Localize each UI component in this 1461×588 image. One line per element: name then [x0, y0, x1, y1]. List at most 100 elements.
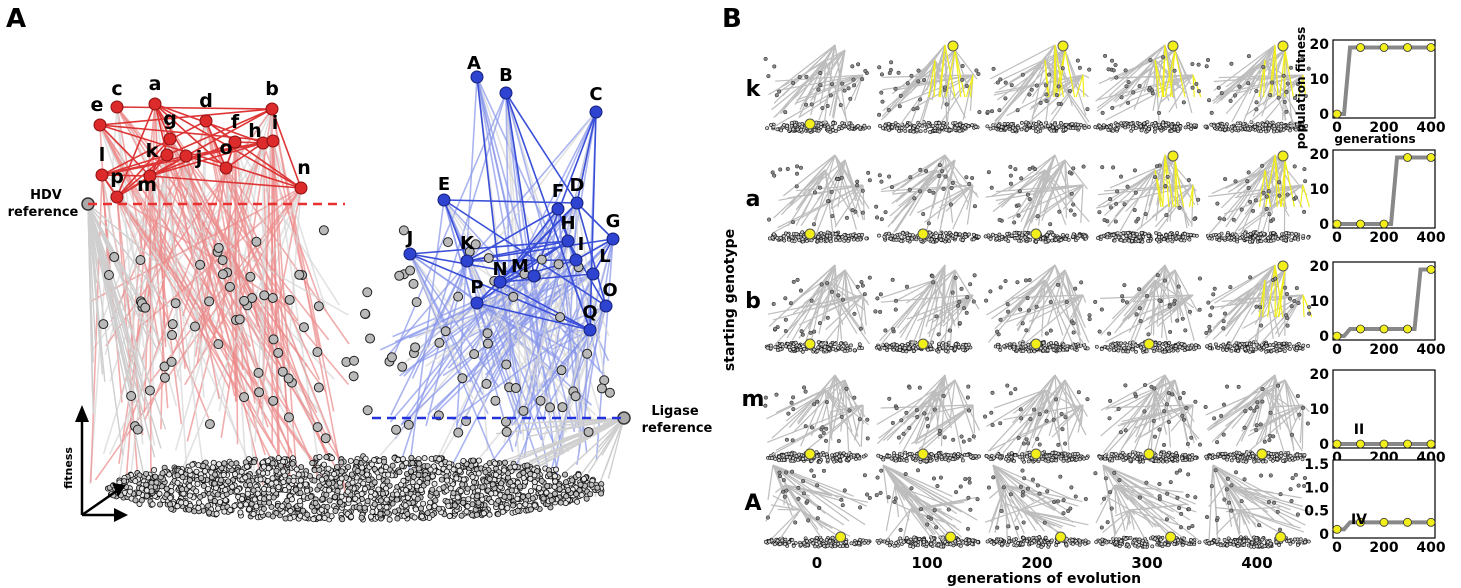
blue-peak-label: H — [560, 213, 575, 234]
population-marker — [1256, 448, 1268, 460]
blue-peak-label: Q — [582, 302, 597, 323]
fitness-point — [1332, 439, 1342, 449]
blue-peak-label: P — [470, 277, 483, 298]
mini-network — [1097, 374, 1203, 464]
fitness-axis-label: fitness — [62, 447, 75, 489]
red-peak-label: b — [265, 78, 279, 100]
fitness-point — [1356, 219, 1365, 229]
blue-peak-label: L — [599, 246, 610, 267]
row-label: A — [744, 491, 761, 516]
red-peak-label: m — [137, 174, 157, 196]
population-marker — [947, 40, 959, 52]
chart-ytick: 0.5 — [1304, 504, 1329, 520]
mini-network — [1203, 464, 1311, 549]
fitness-point — [1379, 439, 1389, 449]
population-marker — [1277, 40, 1289, 52]
mini-network — [1203, 40, 1311, 134]
chart-xtick: 400 — [1416, 120, 1445, 136]
blue-peak-label: N — [492, 259, 507, 280]
population-marker — [1055, 531, 1067, 543]
red-peak-label: k — [146, 140, 159, 162]
chart-ytick: 20 — [1310, 147, 1330, 163]
blue-peak-node — [599, 299, 613, 313]
population-marker — [804, 448, 816, 460]
population-marker — [1030, 338, 1042, 350]
mini-network — [767, 154, 872, 244]
hdv-label-line1: HDV — [30, 188, 62, 203]
blue-peak-node — [606, 232, 620, 246]
chart-ytick: 10 — [1310, 402, 1330, 418]
mini-network — [984, 264, 1092, 354]
mini-network — [1096, 150, 1201, 244]
row-label: k — [746, 77, 762, 102]
chart-annotation: IV — [1351, 512, 1367, 528]
mini-network — [1093, 40, 1202, 134]
blue-peak-label: K — [460, 233, 475, 254]
red-peak-node — [110, 190, 124, 204]
fitness-point — [1403, 517, 1412, 527]
red-peak-node — [294, 181, 308, 195]
fitness-point — [1426, 265, 1436, 274]
blue-peak-label: A — [467, 53, 481, 74]
panel-a-letter: A — [6, 4, 27, 34]
fitness-point — [1332, 524, 1342, 534]
fitness-point — [1379, 43, 1389, 52]
red-peak-node — [219, 161, 233, 175]
population-marker — [1277, 260, 1289, 272]
blue-peak-node — [470, 296, 484, 310]
fitness-point — [1356, 324, 1365, 334]
b-xlabel: generations of evolution — [947, 571, 1141, 587]
fitness-point — [1332, 331, 1342, 341]
population-marker — [804, 118, 816, 130]
chart-ylabel: population fitness — [1294, 27, 1308, 150]
chart-xtick: 0 — [1332, 540, 1342, 556]
chart-ytick: 10 — [1310, 182, 1330, 198]
chart-ytick: 1.0 — [1304, 480, 1329, 496]
red-peak-label: h — [248, 120, 262, 142]
chart-ytick: 20 — [1310, 259, 1330, 275]
population-marker — [917, 338, 929, 350]
fitness-point — [1379, 517, 1389, 527]
fitness-point — [1403, 439, 1412, 449]
fitness-point — [1356, 43, 1365, 52]
red-peak-node — [110, 100, 124, 114]
red-peak-label: p — [110, 166, 124, 188]
blue-peak-node — [570, 196, 584, 210]
chart-xtick: 0 — [1332, 342, 1342, 358]
chart-ytick: 1.5 — [1304, 457, 1329, 473]
mini-network — [1204, 260, 1313, 354]
red-peak-node — [199, 114, 213, 128]
red-peak-label: j — [195, 147, 203, 169]
chart-xtick: 200 — [1369, 540, 1398, 556]
red-peak-label: o — [219, 137, 232, 159]
red-peak-node — [160, 148, 174, 162]
chart-xtick: 0 — [1332, 120, 1342, 136]
blue-peak-node — [499, 86, 513, 100]
row-label: a — [746, 187, 761, 212]
chart-xtick: 200 — [1369, 342, 1398, 358]
mini-network — [763, 44, 871, 134]
red-peak-label: f — [231, 111, 240, 133]
blue-peak-label: I — [578, 234, 585, 255]
fitness-point — [1403, 324, 1412, 334]
chart-ytick: 0 — [1319, 329, 1329, 345]
red-peak-label: n — [297, 157, 311, 179]
fitness-mini-chart: 0 0.5 1.0 1.5 0 200 400 IV — [1304, 457, 1446, 556]
chart-annotation: II — [1354, 422, 1364, 438]
red-peak-label: d — [199, 90, 213, 112]
mini-network — [984, 464, 1091, 549]
chart-ytick: 10 — [1310, 72, 1330, 88]
red-peak-node — [93, 118, 107, 132]
chart-xtick: 200 — [1369, 120, 1398, 136]
mini-network — [1093, 264, 1203, 354]
blue-peak-node — [583, 323, 597, 337]
red-peak-label: e — [91, 94, 104, 116]
population-marker — [1275, 531, 1287, 543]
population-marker — [917, 448, 929, 460]
column-tick-label: 0 — [812, 554, 822, 572]
blue-peak-node — [460, 254, 474, 268]
fitness-point — [1332, 219, 1342, 229]
